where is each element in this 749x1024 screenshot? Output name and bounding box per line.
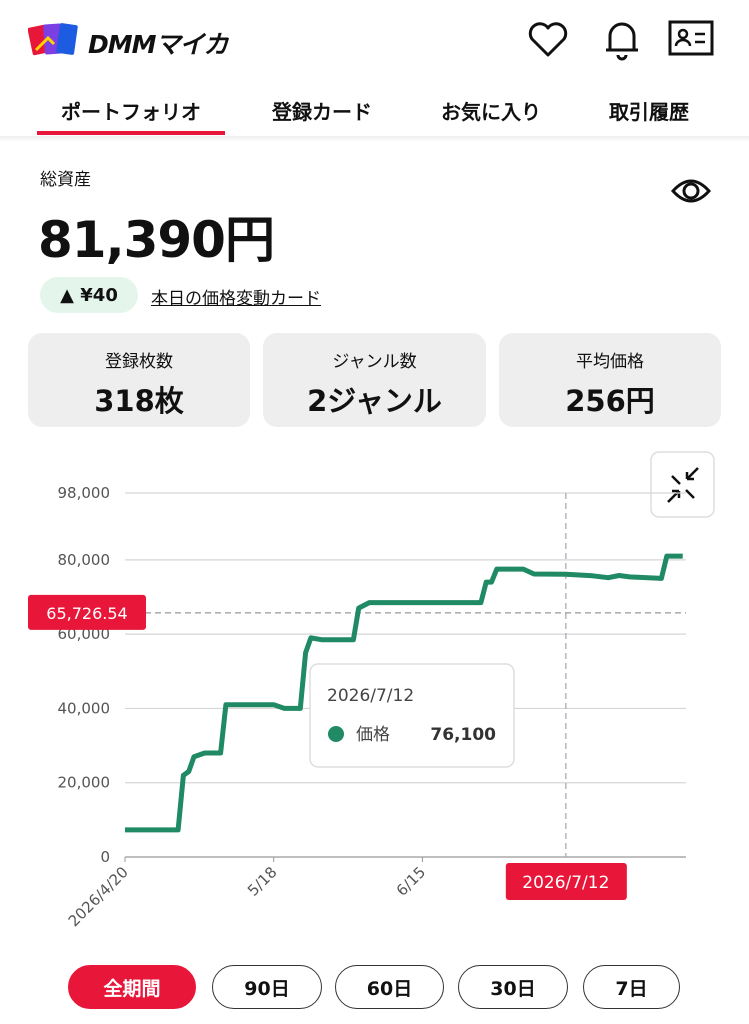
stat-value: 318枚: [94, 384, 184, 418]
stat-card: 平均価格 256円: [499, 333, 721, 427]
tab[interactable]: 登録カード: [272, 100, 372, 124]
x-tick-label: 2026/4/20: [65, 863, 132, 930]
profile-card-icon[interactable]: [668, 20, 714, 58]
logo-icon: [28, 23, 78, 56]
tab[interactable]: 取引履歴: [609, 100, 689, 124]
y-tick-label: 40,000: [58, 699, 111, 717]
stat-card: ジャンル数 2ジャンル: [263, 333, 486, 427]
tooltip-value: 76,100: [430, 725, 496, 745]
total-value: 81,390円: [38, 211, 275, 269]
tooltip-dot: [328, 726, 344, 742]
tab[interactable]: ポートフォリオ: [61, 100, 201, 124]
chart: 020,00040,00060,00080,00098,0002026/4/20…: [28, 451, 715, 930]
tooltip-series: 価格: [356, 725, 390, 745]
logo-text: DMMマイカ: [88, 30, 229, 59]
y-tick-label: 98,000: [58, 484, 111, 502]
collapse-button[interactable]: [650, 451, 715, 518]
visibility-icon[interactable]: [670, 174, 712, 208]
x-tick-label: 5/18: [244, 863, 281, 900]
crosshair-label: 2026/7/12: [522, 873, 609, 893]
favorite-icon[interactable]: [526, 20, 570, 60]
range-button[interactable]: 90日: [212, 965, 322, 1009]
y-tick-label: 80,000: [58, 551, 111, 569]
tab[interactable]: お気に入り: [441, 100, 541, 124]
stat-label: 登録枚数: [105, 352, 173, 372]
range-button[interactable]: 60日: [335, 965, 444, 1009]
stat-card: 登録枚数 318枚: [28, 333, 250, 427]
tooltip-title: 2026/7/12: [327, 686, 414, 706]
reference-label: 65,726.54: [46, 604, 127, 623]
total-label: 総資産: [40, 170, 91, 190]
range-button[interactable]: 全期間: [68, 965, 196, 1009]
price-change-link[interactable]: 本日の価格変動カード: [151, 289, 321, 309]
y-tick-label: 0: [100, 848, 110, 866]
x-tick-label: 6/15: [393, 863, 430, 900]
notification-icon[interactable]: [602, 16, 642, 62]
stat-value: 2ジャンル: [307, 384, 442, 418]
stat-label: 平均価格: [576, 352, 644, 372]
crosshair-badge: [505, 863, 627, 900]
divider: [0, 136, 749, 142]
stat-label: ジャンル数: [332, 352, 417, 372]
reference-badge: [28, 594, 146, 630]
price-line: [125, 553, 683, 833]
tooltip: 2026/7/12 価格 76,100: [309, 663, 515, 768]
tooltip-box: [309, 663, 515, 768]
y-tick-label: 20,000: [58, 774, 111, 792]
range-button[interactable]: 7日: [583, 965, 680, 1009]
stat-value: 256円: [565, 384, 655, 418]
tab-indicator: [37, 131, 225, 135]
change-badge: ▲ ¥40: [40, 277, 138, 313]
range-button[interactable]: 30日: [458, 965, 568, 1009]
